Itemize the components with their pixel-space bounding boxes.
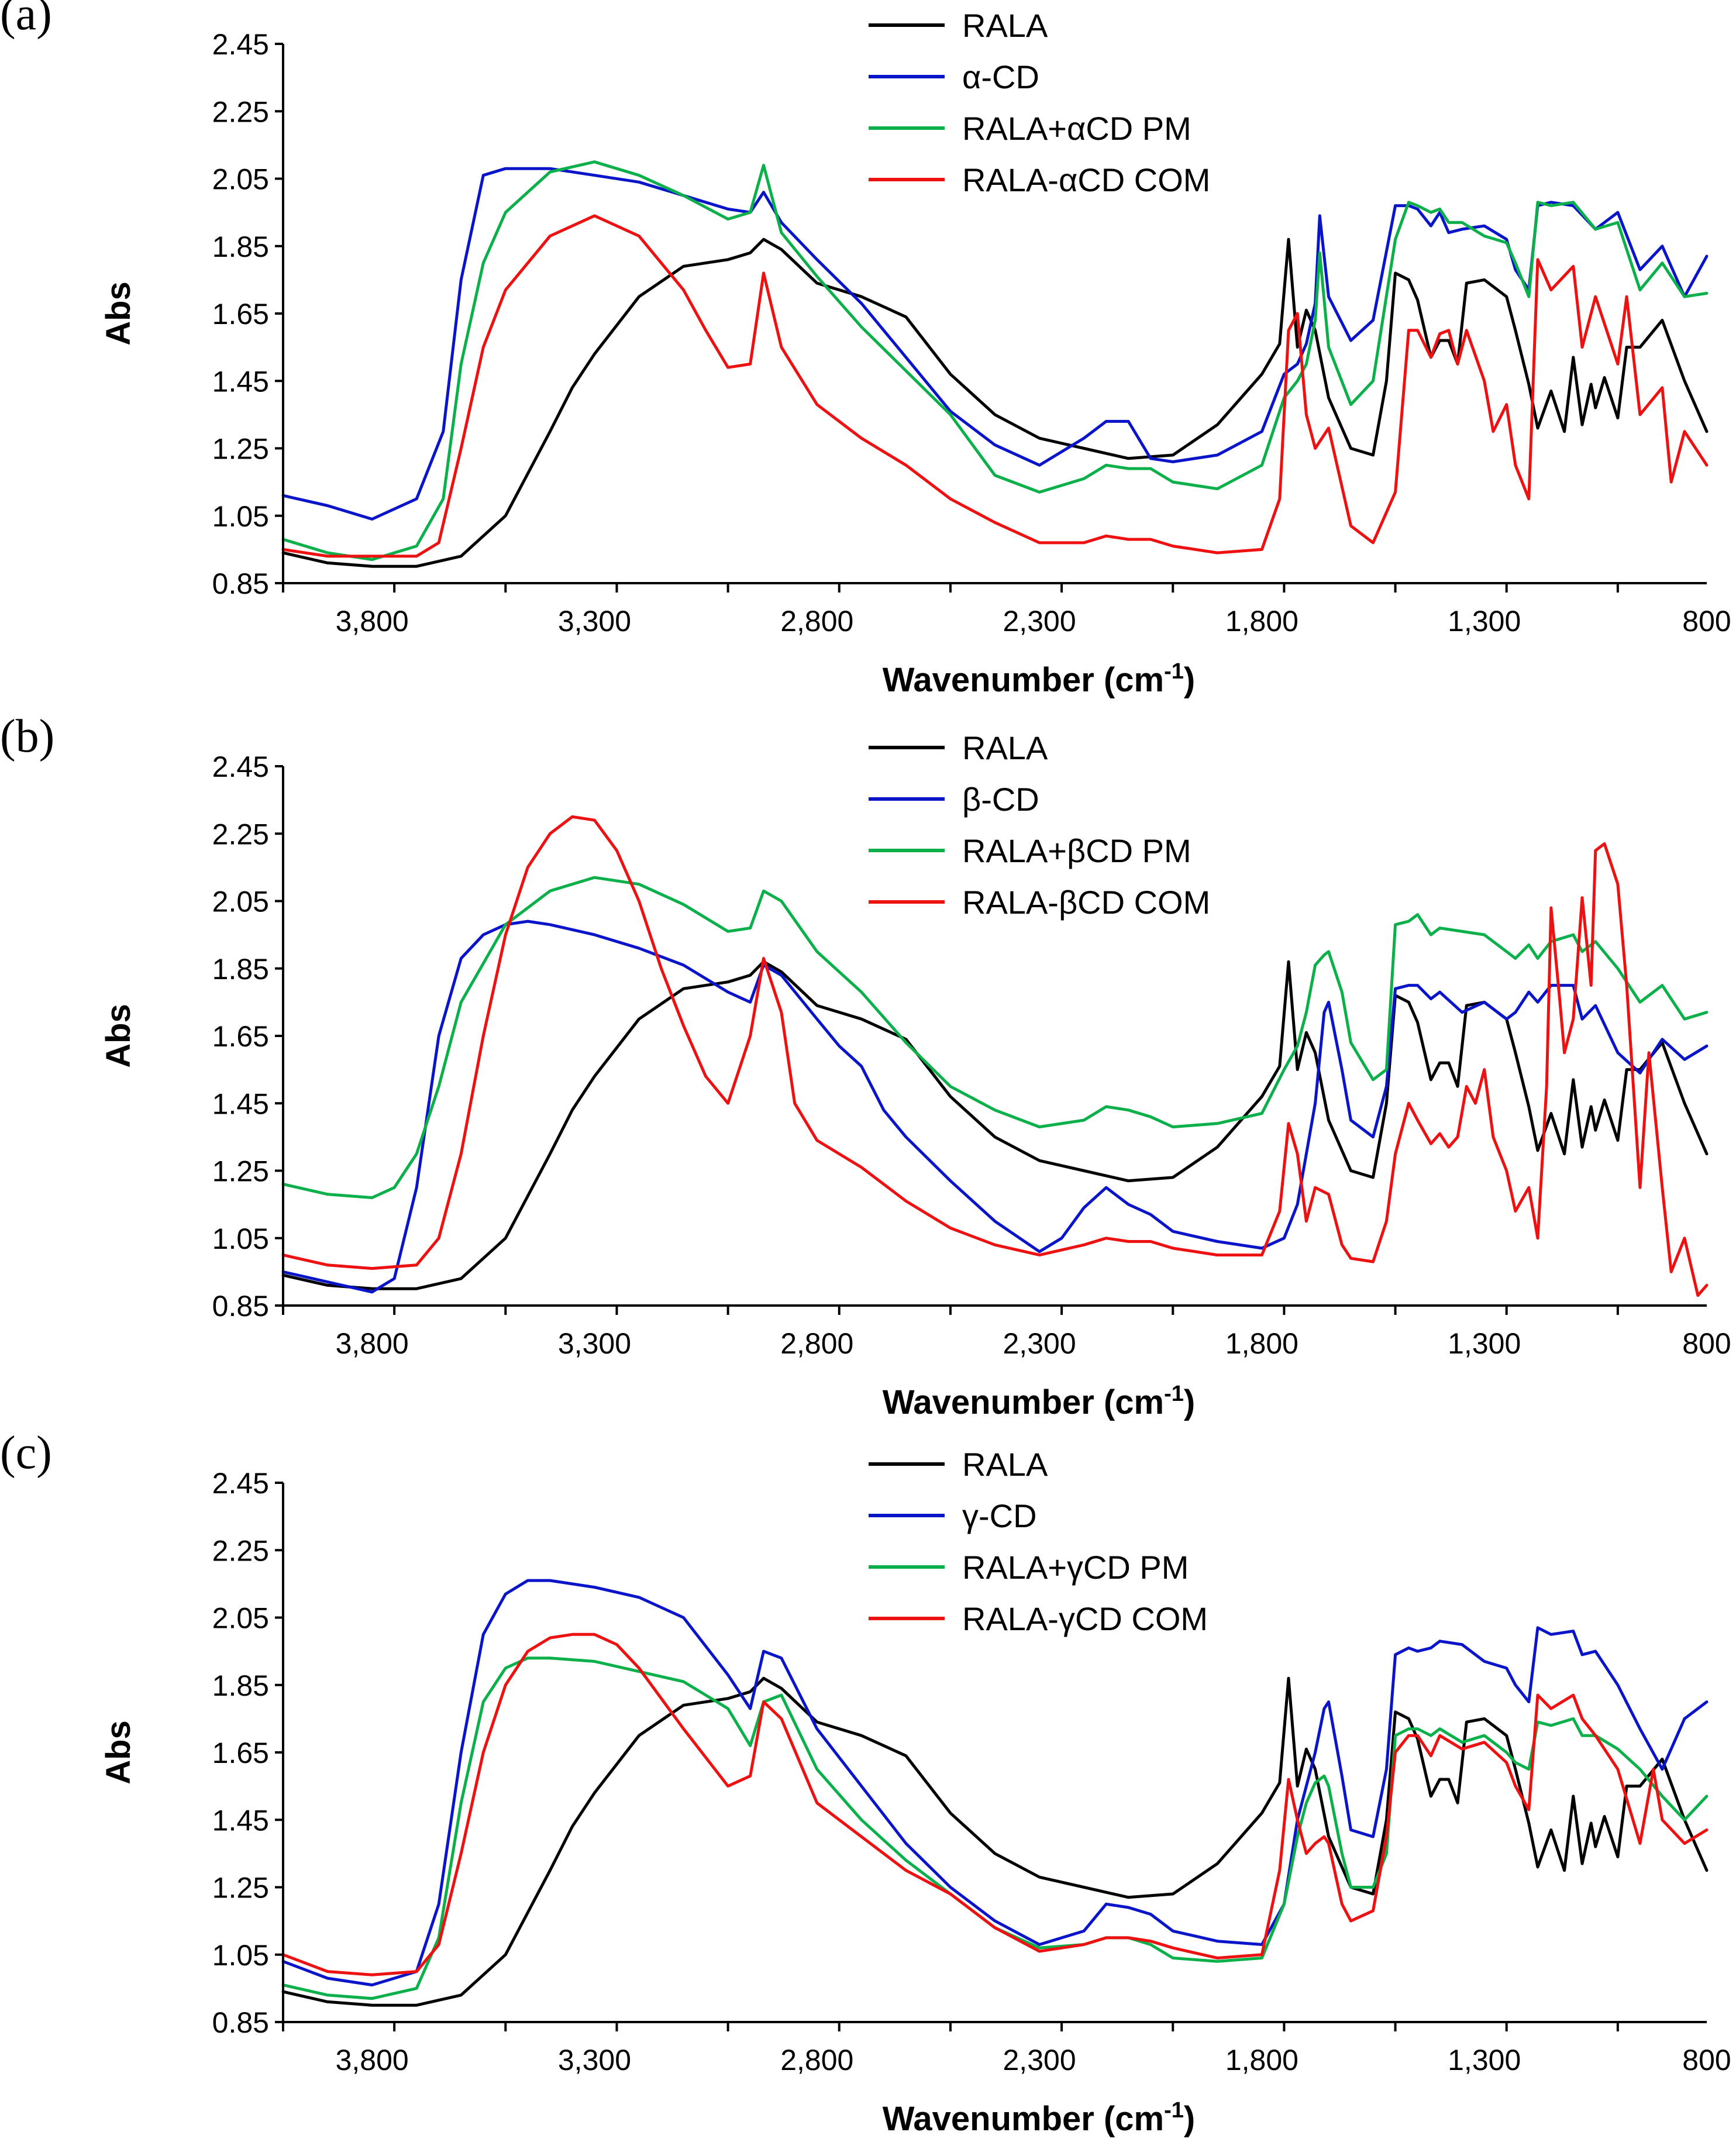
legend-entry: γ-CD [962, 1497, 1037, 1534]
x-tick-label: 800 [1682, 2044, 1731, 2076]
y-tick-label: 2.45 [212, 28, 269, 61]
legend-entry: RALA [962, 1446, 1048, 1483]
x-tick-label: 3,800 [336, 2044, 409, 2076]
series-line-3 [281, 160, 1709, 562]
y-tick-label: 1.05 [212, 1222, 269, 1255]
series-line-2 [281, 1579, 1709, 1987]
panel-label: (b) [0, 711, 54, 762]
y-tick-label: 1.65 [212, 1020, 269, 1053]
x-tick-label: 1,800 [1225, 2044, 1298, 2076]
y-tick-label: 1.45 [212, 1804, 269, 1837]
y-tick-label: 1.25 [212, 1872, 269, 1904]
series-line-1 [281, 1676, 1709, 2007]
legend-entry: RALA-αCD COM [962, 161, 1210, 198]
y-tick-label: 0.85 [212, 1290, 269, 1322]
x-tick-label: 2,800 [780, 1327, 853, 1360]
y-tick-label: 0.85 [212, 567, 269, 600]
x-tick-label: 3,800 [336, 605, 409, 638]
series-line-2 [281, 167, 1709, 521]
x-tick-label: 1,300 [1448, 605, 1521, 638]
series-line-2 [281, 919, 1709, 1294]
y-tick-label: 2.45 [212, 750, 269, 783]
x-tick-label: 1,300 [1448, 1327, 1521, 1360]
x-axis-title-main: Wavenumber (cm [883, 2100, 1164, 2138]
panel-label: (c) [0, 1427, 52, 1479]
y-tick-label: 1.45 [212, 365, 269, 398]
series-line-3 [281, 876, 1709, 1200]
x-axis-title-superscript: -1 [1164, 1382, 1184, 1406]
legend-entry: RALA [962, 729, 1048, 766]
x-axis-title-main: Wavenumber (cm [883, 1383, 1164, 1421]
x-tick-label: 2,800 [780, 2044, 853, 2076]
chart-panel-3: (c) 0.85 1.05 1.25 1.45 1.65 1.85 2.05 2.25 2.45 3… [0, 1427, 1731, 2138]
x-tick-label: 2,300 [1003, 2044, 1076, 2076]
x-axis-title-end: ) [1184, 661, 1195, 699]
y-tick-label: 1.85 [212, 953, 269, 986]
y-tick-label: 2.05 [212, 1602, 269, 1635]
y-axis-title: Abs [99, 1720, 137, 1785]
x-tick-label: 1,800 [1225, 1327, 1298, 1360]
y-tick-label: 2.05 [212, 163, 269, 196]
y-tick-label: 2.25 [212, 818, 269, 850]
y-tick-label: 1.05 [212, 1939, 269, 1972]
y-tick-label: 1.45 [212, 1087, 269, 1120]
x-tick-label: 800 [1682, 605, 1731, 638]
chart-panel-1: (a) 0.85 1.05 1.25 1.45 1.65 1.85 2.05 2.25 2.45 3… [0, 0, 1731, 699]
series-line-4 [281, 815, 1709, 1297]
x-tick-label: 3,300 [558, 1327, 631, 1360]
x-axis-title: Wavenumber (cm-1) [883, 1382, 1195, 1421]
x-tick-label: 2,300 [1003, 605, 1076, 638]
y-axis-title: Abs [99, 1004, 137, 1068]
x-tick-label: 2,300 [1003, 1327, 1076, 1360]
series-line-3 [281, 1656, 1709, 2000]
chart-panel-2: (b) 0.85 1.05 1.25 1.45 1.65 1.85 2.05 2.25 2.45 3… [0, 711, 1731, 1421]
legend-entry: α-CD [962, 58, 1039, 95]
legend-entry: RALA+βCD PM [962, 832, 1191, 869]
y-tick-label: 1.85 [212, 230, 269, 263]
x-axis-title-superscript: -1 [1164, 659, 1184, 684]
x-axis-title: Wavenumber (cm-1) [883, 2098, 1195, 2138]
legend-entry: RALA-βCD COM [962, 884, 1210, 921]
legend-entry: RALA+αCD PM [962, 110, 1191, 147]
x-tick-label: 3,300 [558, 605, 631, 638]
legend-entry: RALA-γCD COM [962, 1600, 1208, 1637]
x-tick-label: 1,800 [1225, 605, 1298, 638]
y-tick-label: 2.25 [212, 95, 269, 128]
x-tick-label: 3,300 [558, 2044, 631, 2076]
x-tick-label: 800 [1682, 1327, 1731, 1360]
x-tick-label: 2,800 [780, 605, 853, 638]
y-tick-label: 2.05 [212, 886, 269, 918]
series-line-4 [281, 214, 1709, 558]
x-axis-title-end: ) [1184, 2100, 1195, 2138]
x-axis-title: Wavenumber (cm-1) [883, 659, 1195, 699]
series-line-4 [281, 1633, 1709, 1976]
legend-entry: RALA+γCD PM [962, 1549, 1189, 1586]
panel-label: (a) [0, 0, 52, 40]
y-tick-label: 0.85 [212, 2006, 269, 2039]
y-tick-label: 1.05 [212, 500, 269, 533]
y-tick-label: 2.25 [212, 1534, 269, 1567]
y-tick-label: 1.25 [212, 433, 269, 466]
legend-entry: RALA [962, 7, 1048, 44]
y-tick-label: 1.65 [212, 298, 269, 330]
y-tick-label: 2.45 [212, 1467, 269, 1500]
y-tick-label: 1.85 [212, 1669, 269, 1702]
x-axis-title-main: Wavenumber (cm [883, 661, 1164, 699]
y-tick-label: 1.65 [212, 1737, 269, 1769]
series-line-1 [281, 237, 1709, 568]
x-tick-label: 3,800 [336, 1327, 409, 1360]
x-axis-title-end: ) [1184, 1383, 1195, 1421]
y-tick-label: 1.25 [212, 1155, 269, 1188]
legend-entry: β-CD [962, 781, 1039, 818]
series-line-1 [281, 960, 1709, 1290]
x-axis-title-superscript: -1 [1164, 2098, 1184, 2123]
x-tick-label: 1,300 [1448, 2044, 1521, 2076]
y-axis-title: Abs [99, 281, 137, 346]
